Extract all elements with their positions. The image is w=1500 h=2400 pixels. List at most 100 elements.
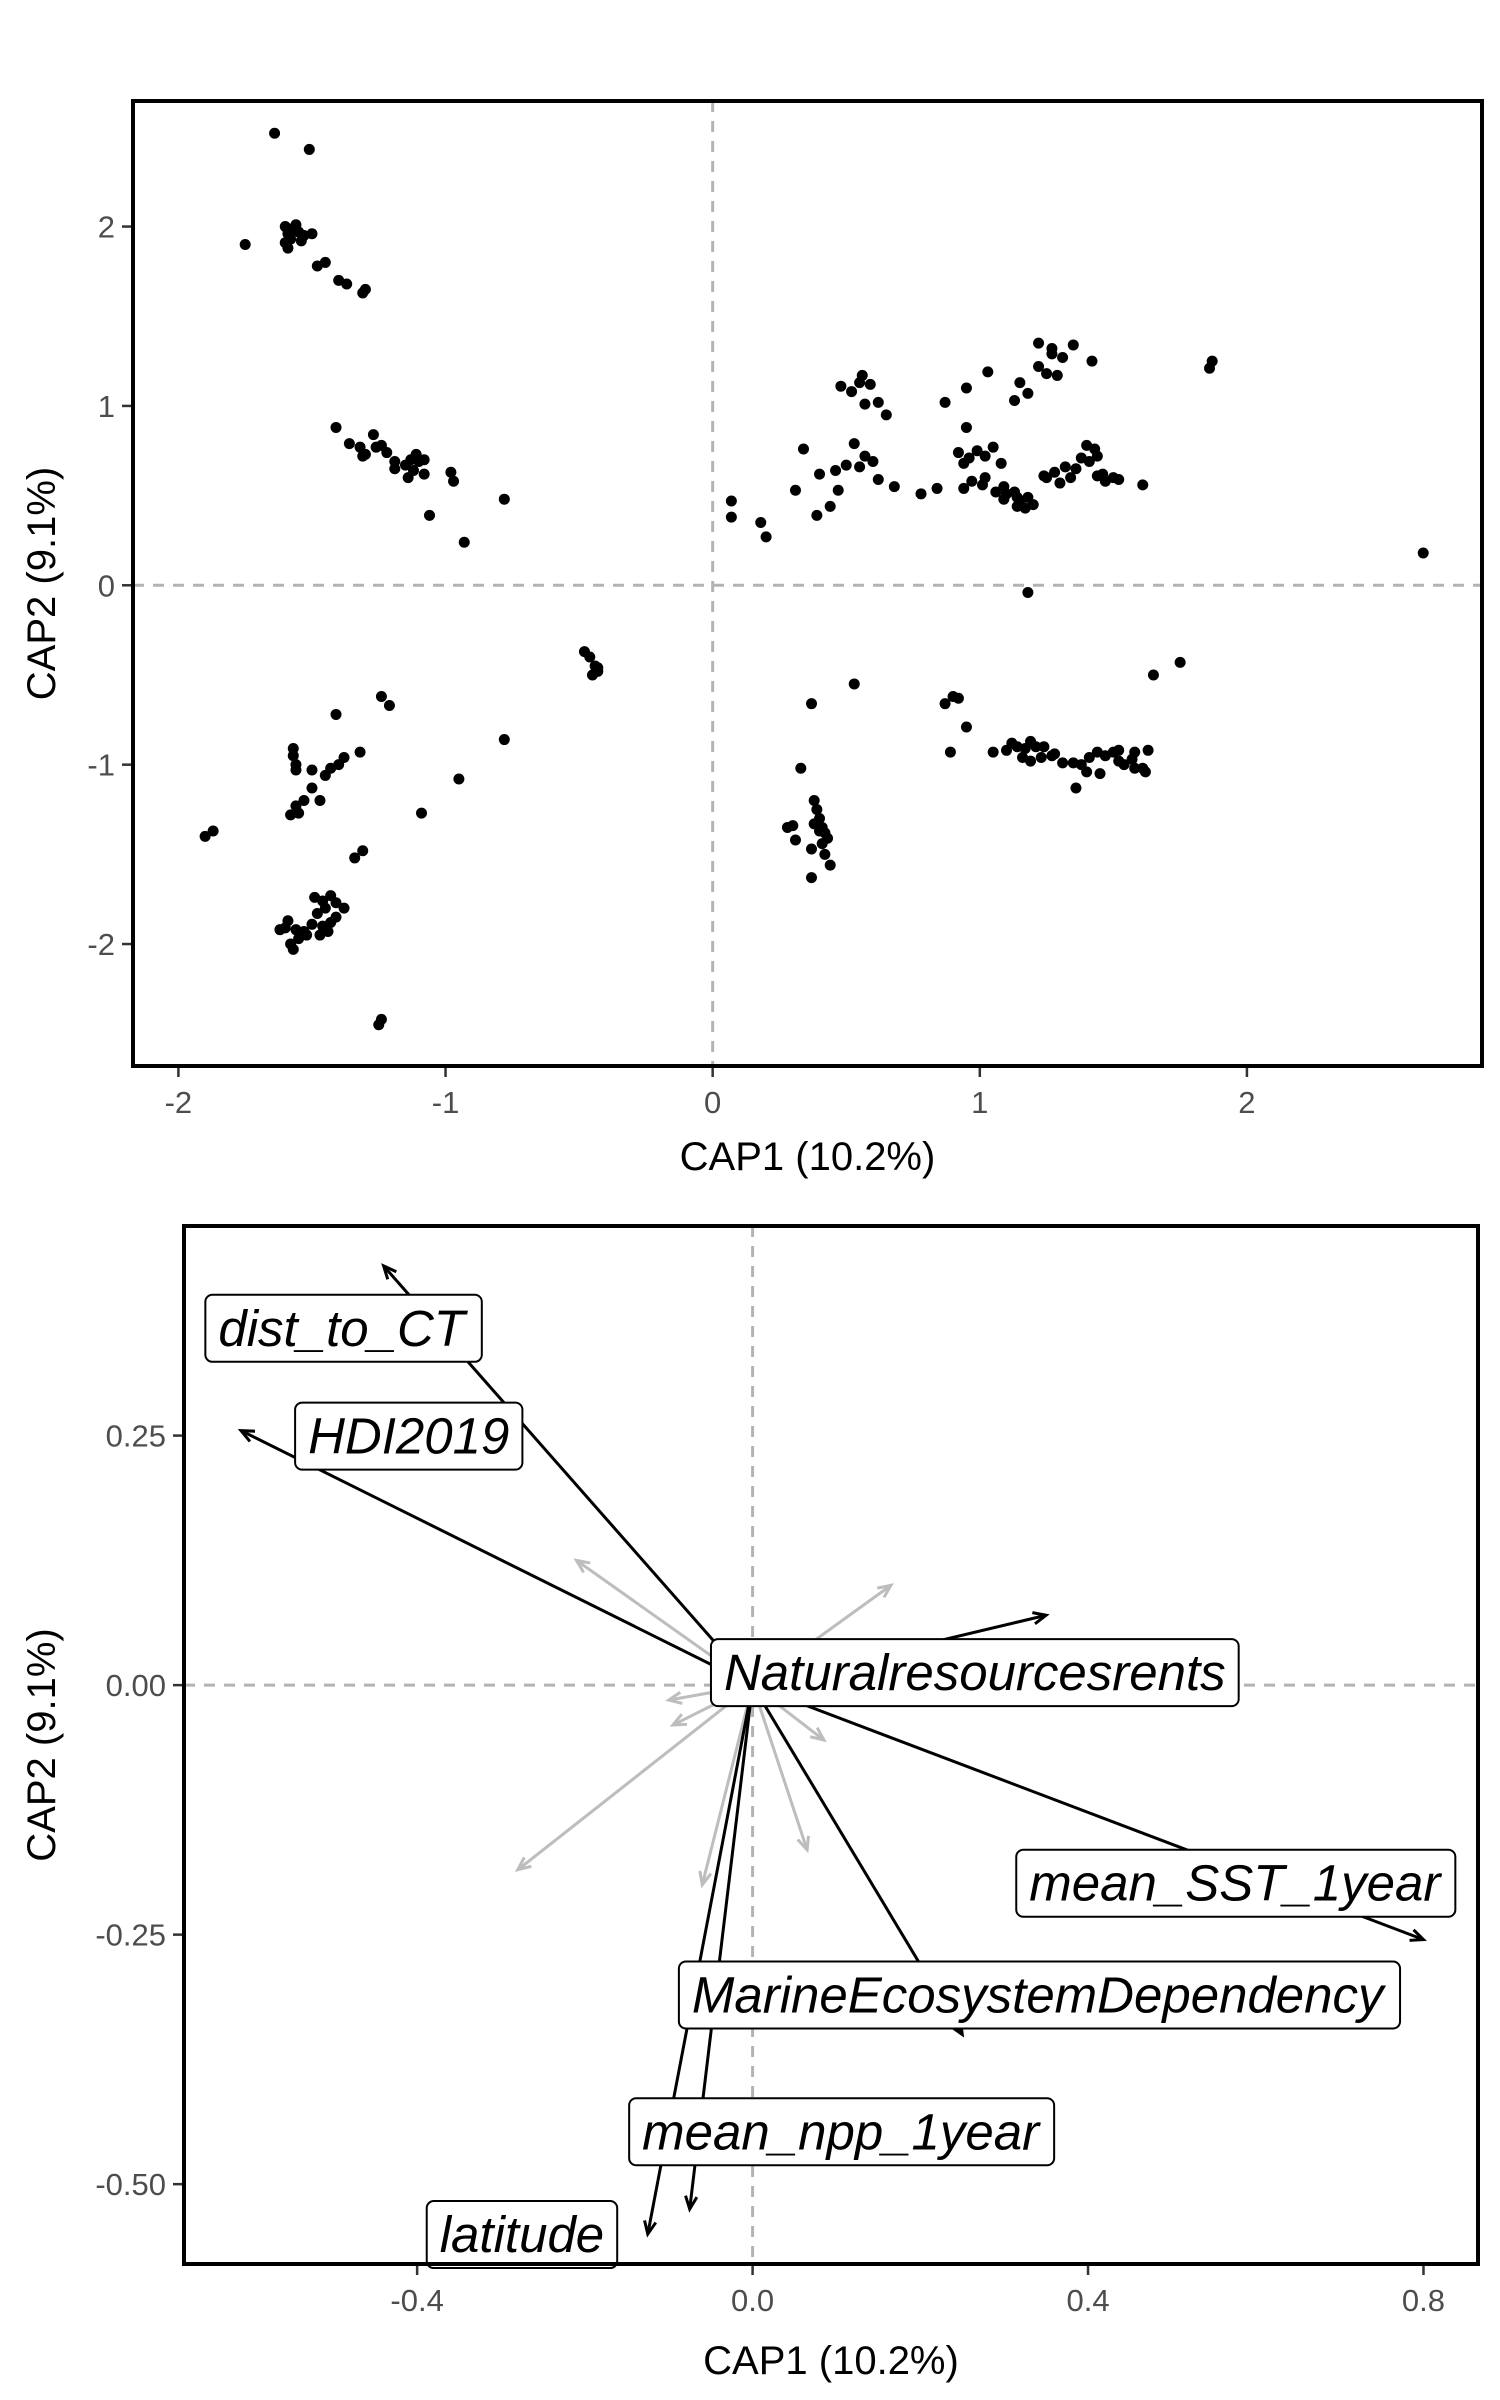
vector-arrowhead-HDI2019 — [237, 1428, 256, 1443]
data-point — [1099, 475, 1111, 487]
data-point — [995, 457, 1007, 469]
vector-label-mean_npp_1year: mean_npp_1year — [628, 2097, 1056, 2167]
data-point — [311, 908, 323, 920]
data-point — [1022, 387, 1034, 399]
vector-label-text: dist_to_CT — [218, 1300, 468, 1357]
data-point — [872, 396, 884, 408]
data-point — [293, 807, 305, 819]
data-point — [287, 943, 299, 955]
data-point — [811, 509, 823, 521]
vector-label-MarineEcosystemDependency: MarineEcosystemDependency — [677, 1960, 1402, 2030]
data-point — [330, 897, 342, 909]
y-tick-label: 0 — [98, 568, 115, 603]
x-tick-label: 1 — [971, 1085, 988, 1120]
data-point — [806, 843, 818, 855]
data-point — [915, 488, 927, 500]
data-point — [357, 845, 369, 857]
data-point — [789, 834, 801, 846]
data-point — [880, 409, 892, 421]
data-point — [1139, 766, 1151, 778]
data-point — [418, 468, 430, 480]
data-point — [808, 818, 820, 830]
vector-arrowhead-mean_SST_1year — [1409, 1928, 1427, 1942]
y-tick-label: 0.25 — [106, 1419, 166, 1454]
data-point — [888, 481, 900, 493]
data-point — [789, 484, 801, 496]
data-point — [354, 746, 366, 758]
data-point — [370, 441, 382, 453]
data-point — [1014, 377, 1026, 389]
data-point — [982, 366, 994, 378]
data-point — [931, 482, 943, 494]
vector-label-box — [294, 1401, 524, 1471]
data-point — [1091, 470, 1103, 482]
data-point — [1049, 748, 1061, 760]
data-point — [1086, 355, 1098, 367]
data-point — [381, 447, 393, 459]
data-point — [298, 795, 310, 807]
minor-vector-line — [700, 1684, 755, 1886]
data-point — [811, 804, 823, 816]
data-point — [418, 454, 430, 466]
data-point — [1011, 500, 1023, 512]
data-point — [402, 472, 414, 484]
vector-label-HDI2019: HDI2019 — [294, 1401, 524, 1471]
data-point — [367, 429, 379, 441]
data-point — [1113, 744, 1125, 756]
data-point — [1051, 369, 1063, 381]
x-tick-label: 0.8 — [1402, 2283, 1445, 2318]
vector-label-box — [425, 2200, 619, 2270]
panel-border — [182, 1224, 1480, 2266]
data-point — [584, 651, 596, 663]
data-point — [306, 918, 318, 930]
data-point — [1204, 362, 1216, 374]
data-point — [944, 746, 956, 758]
x-tick-label: -2 — [165, 1085, 193, 1120]
data-point — [832, 484, 844, 496]
data-point — [1142, 744, 1154, 756]
data-point — [760, 531, 772, 543]
x-tick-label: 0.4 — [1066, 2283, 1109, 2318]
data-point — [1046, 343, 1058, 355]
data-point — [824, 500, 836, 512]
vector-label-text: HDI2019 — [308, 1408, 509, 1465]
vector-arrowhead-latitude — [643, 2220, 657, 2238]
vector-label-text: latitude — [440, 2206, 604, 2263]
vector-label-box — [204, 1293, 483, 1363]
vector-arrowhead-dist_to_CT — [381, 1263, 397, 1280]
data-point — [498, 734, 510, 746]
data-point — [303, 143, 315, 155]
data-point — [1041, 368, 1053, 380]
data-point — [806, 698, 818, 710]
data-point — [341, 278, 353, 290]
biplot-panel: -0.4 0.0 0.4 0.8 -0.50 -0.25 0.00 0.25 CAP1 (10.… — [20, 1224, 1480, 2383]
data-point — [1129, 762, 1141, 774]
vector-label-text: mean_npp_1year — [642, 2103, 1041, 2160]
data-point — [1033, 337, 1045, 349]
data-point — [592, 662, 604, 674]
data-point — [1001, 744, 1013, 756]
data-point — [859, 450, 871, 462]
vector-label-Naturalresourcesrents: Naturalresourcesrents — [709, 1638, 1240, 1708]
data-point — [1083, 456, 1095, 468]
data-point — [1059, 461, 1071, 473]
data-point — [1030, 741, 1042, 753]
data-point — [1038, 741, 1050, 753]
data-point — [806, 872, 818, 884]
data-point — [952, 447, 964, 459]
data-point — [1054, 477, 1066, 489]
data-point — [864, 378, 876, 390]
data-point — [816, 838, 828, 850]
minor-vector-arrowhead — [665, 1690, 683, 1705]
data-point — [306, 764, 318, 776]
x-tick-label: 2 — [1238, 1085, 1255, 1120]
data-point — [856, 369, 868, 381]
data-point — [1011, 491, 1023, 503]
data-point — [1025, 755, 1037, 767]
data-point — [1022, 586, 1034, 598]
data-point — [274, 924, 286, 936]
data-point — [814, 468, 826, 480]
data-point — [846, 386, 858, 398]
data-point — [725, 495, 737, 507]
data-point — [1118, 759, 1130, 771]
